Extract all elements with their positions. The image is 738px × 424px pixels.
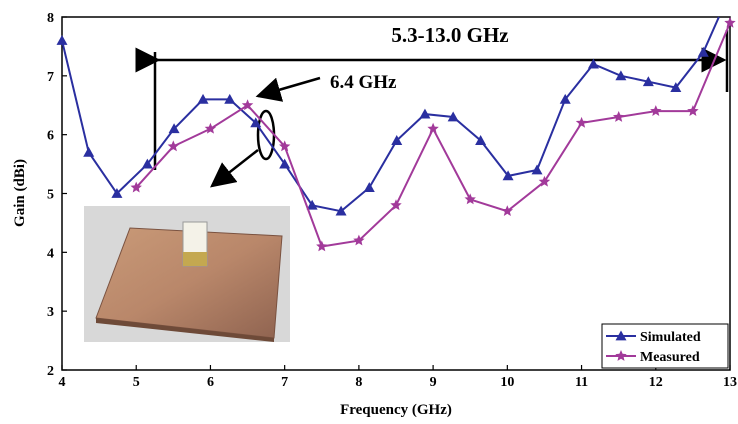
y-tick-label: 4 [47, 246, 54, 261]
x-tick-label: 5 [133, 375, 140, 390]
data-point [502, 170, 514, 181]
data-point [83, 146, 95, 157]
data-point [587, 58, 599, 69]
data-point [613, 111, 625, 122]
data-point [279, 140, 291, 152]
data-point [464, 193, 476, 205]
data-point [224, 93, 236, 104]
x-tick-label: 9 [430, 375, 437, 390]
data-point [111, 188, 123, 198]
legend-marker [615, 350, 627, 361]
legend: Simulated Measured [601, 323, 729, 369]
legend-box [601, 323, 729, 369]
data-point [427, 122, 439, 134]
x-tick-label: 10 [500, 375, 514, 390]
data-point [615, 70, 627, 81]
legend-label: Simulated [640, 330, 701, 345]
x-tick-label: 12 [649, 375, 663, 390]
data-point [167, 140, 179, 152]
y-tick-label: 3 [47, 305, 54, 320]
data-point [306, 199, 318, 210]
data-point [130, 181, 142, 193]
data-point [390, 199, 402, 211]
data-point [316, 240, 328, 252]
data-point [363, 182, 375, 193]
data-point [687, 105, 699, 116]
data-point [250, 117, 262, 128]
data-point [531, 164, 543, 175]
annotation: 5.3-13.0 GHz [391, 23, 508, 47]
y-tick-label: 6 [47, 129, 54, 144]
x-tick-label: 13 [723, 375, 737, 390]
legend-marker [615, 330, 627, 341]
legend-label: Measured [640, 350, 700, 365]
data-point [670, 82, 682, 92]
x-tick-label: 7 [281, 375, 288, 390]
data-point [724, 16, 736, 28]
data-point [241, 99, 254, 111]
data-point [650, 105, 662, 116]
x-tick-label: 8 [355, 375, 362, 390]
y-axis-label: Gain (dBi) [12, 159, 28, 227]
data-point [279, 158, 291, 169]
data-point [538, 175, 551, 187]
data-point [197, 93, 209, 104]
data-point [697, 46, 709, 57]
data-point [204, 122, 217, 134]
data-point [475, 135, 487, 145]
data-point [56, 35, 68, 45]
data-point [642, 76, 654, 87]
data-point [391, 135, 403, 145]
data-point [501, 205, 513, 216]
x-axis-label: Frequency (GHz) [340, 402, 452, 418]
data-point [559, 93, 571, 104]
data-point [141, 158, 153, 169]
annotation: 6.4 GHz [330, 72, 397, 93]
y-tick-label: 2 [47, 364, 54, 379]
data-point [168, 123, 180, 134]
data-point [447, 111, 459, 122]
data-point [353, 234, 365, 246]
data-point [575, 116, 588, 128]
annotation-arrows [135, 30, 729, 188]
y-tick-label: 5 [47, 188, 54, 203]
data-point [335, 205, 347, 216]
photo-inset [84, 206, 290, 342]
y-tick-label: 7 [47, 70, 54, 85]
x-tick-label: 6 [207, 375, 214, 390]
y-tick-label: 8 [47, 11, 54, 26]
x-tick-label: 11 [575, 375, 588, 390]
x-tick-label: 4 [59, 375, 66, 390]
data-point [419, 108, 431, 119]
